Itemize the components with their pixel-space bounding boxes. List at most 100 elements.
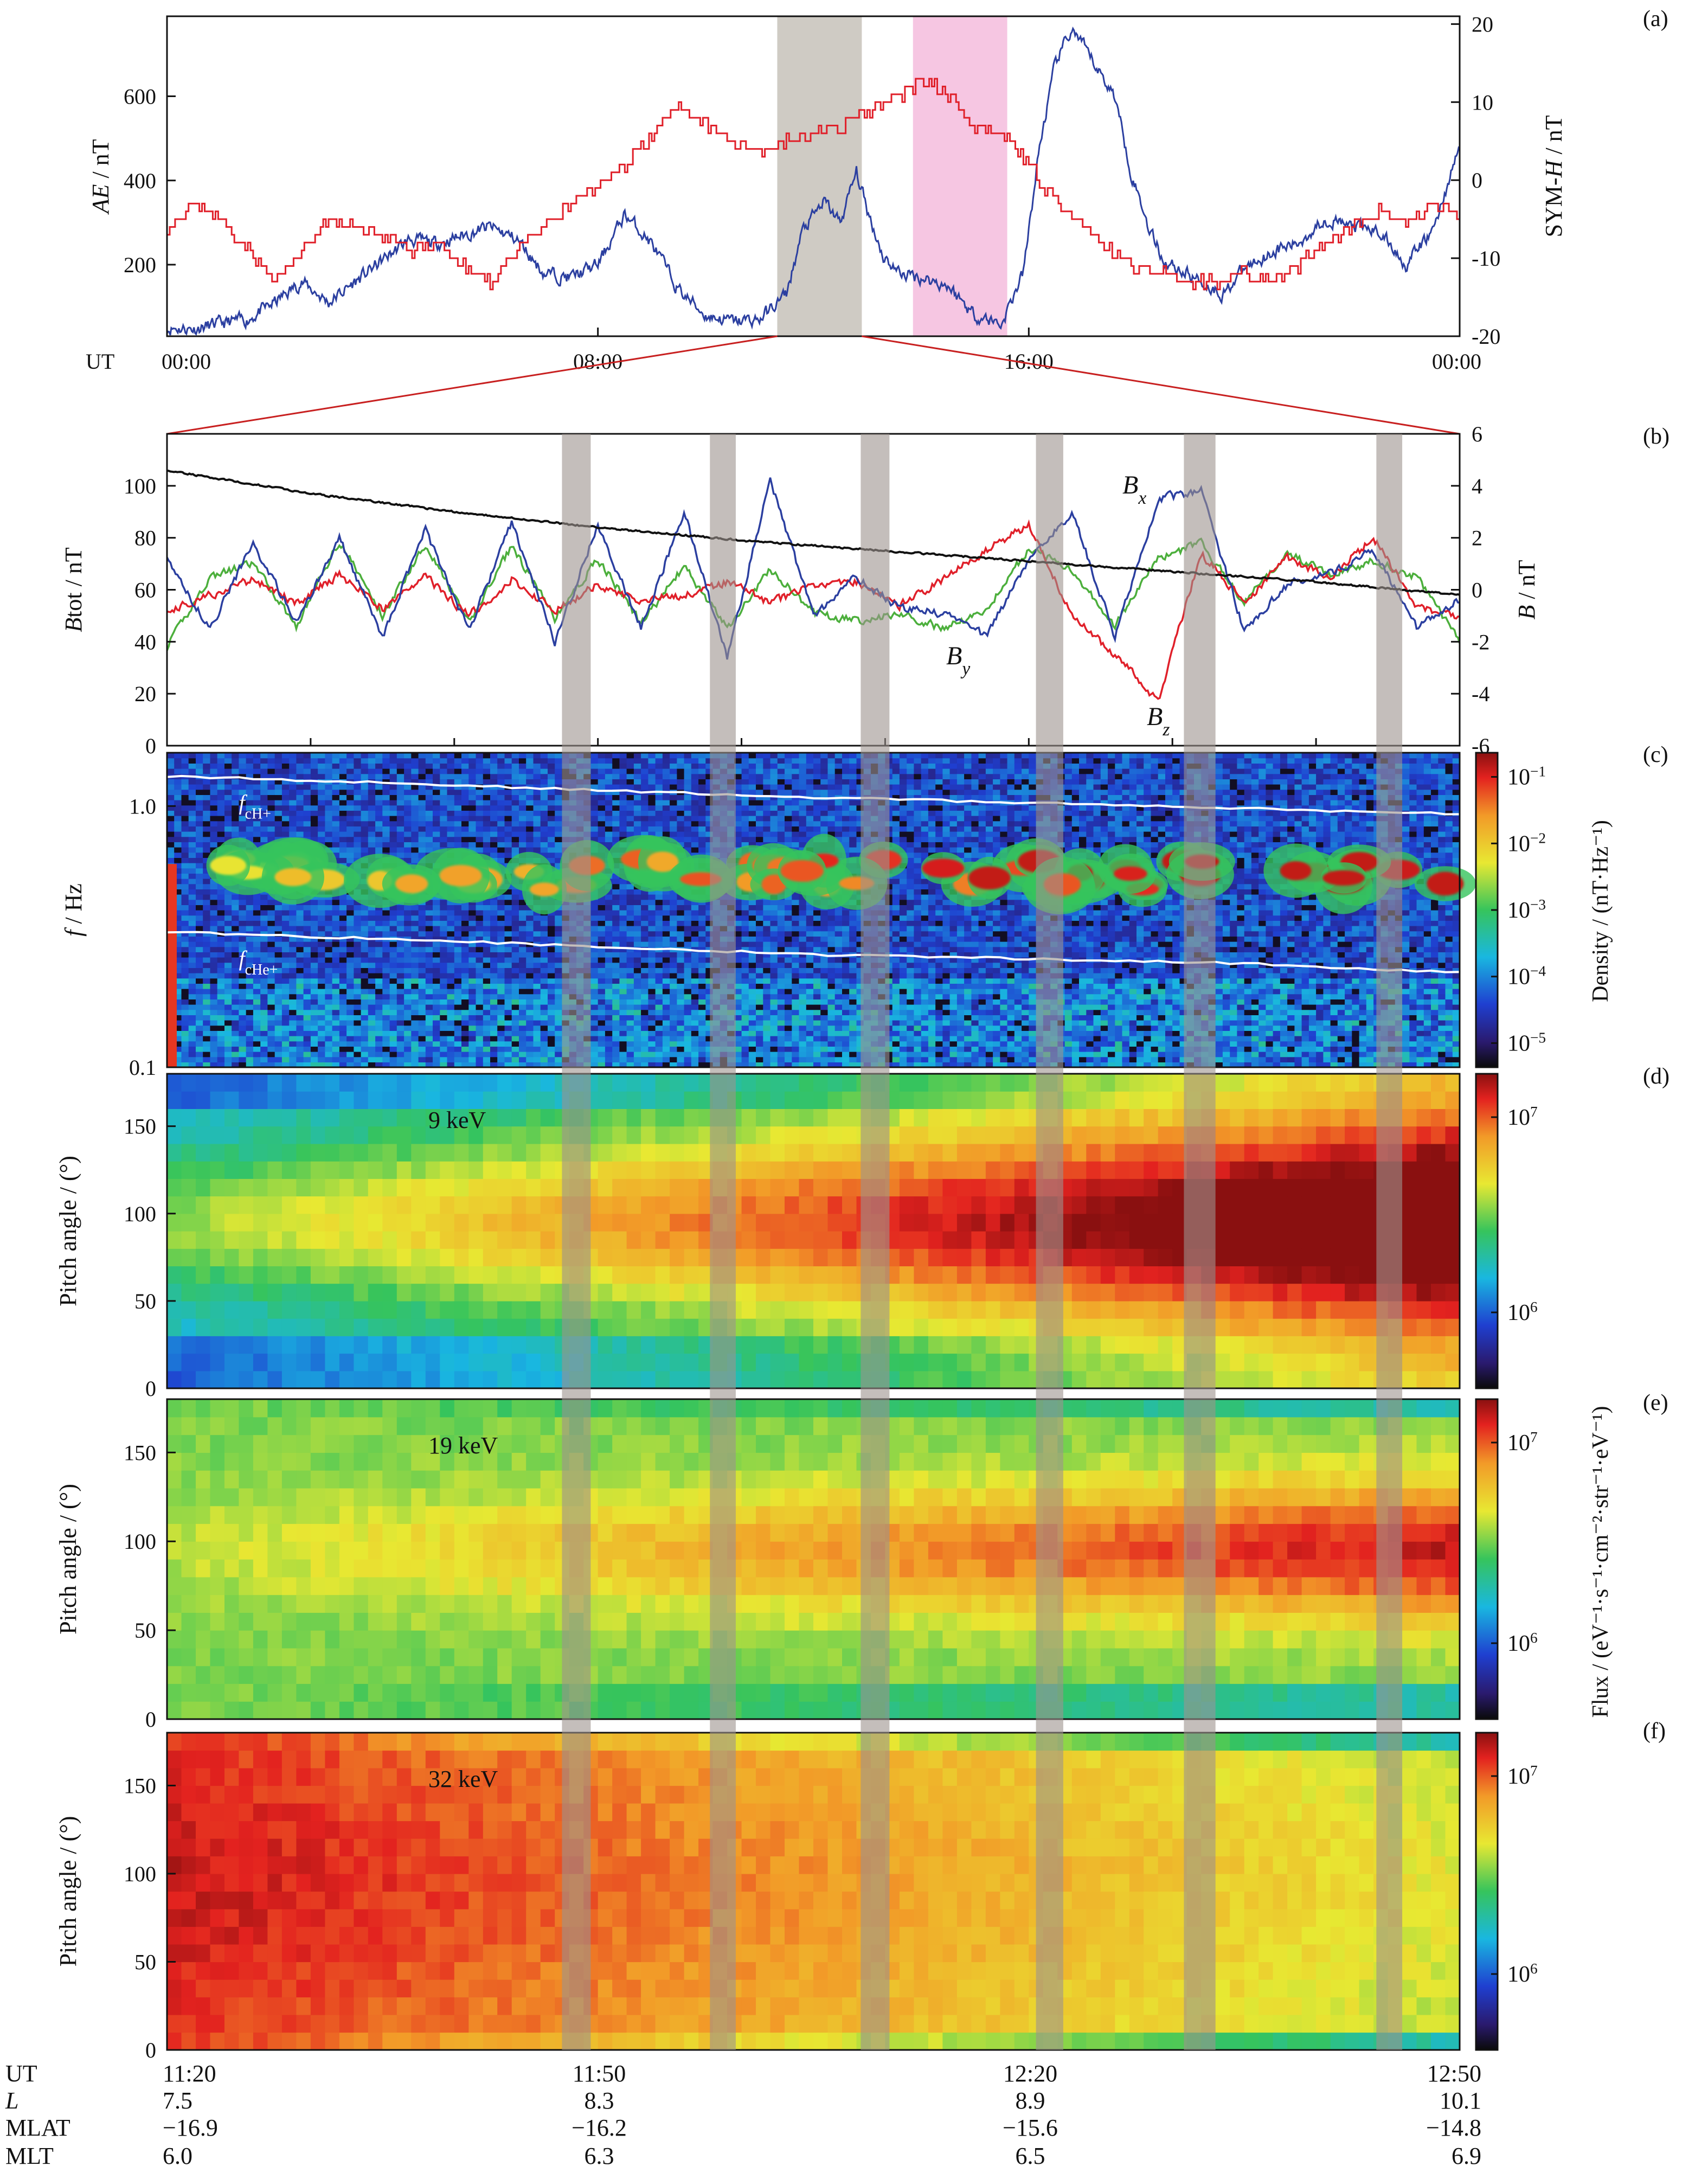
spectrogram-cell — [548, 779, 555, 785]
spectrogram-cell — [461, 842, 469, 848]
spectrogram-cell — [361, 826, 369, 832]
spectrogram-cell — [519, 983, 526, 989]
spectrogram-cell — [648, 967, 656, 973]
spectrogram-cell — [468, 831, 477, 837]
spectrogram-cell — [203, 763, 210, 769]
spectrogram-cell — [361, 1062, 369, 1068]
spectrogram-cell — [389, 1009, 397, 1015]
spectrogram-cell — [662, 794, 670, 800]
series-label-z: Bz — [1147, 702, 1170, 740]
spectrogram-cell — [425, 1030, 433, 1036]
spectrogram-cell — [612, 989, 620, 995]
spectrogram-cell — [619, 931, 627, 937]
spectrogram-cell — [196, 983, 203, 989]
spectrogram-cell — [354, 957, 362, 963]
spectrogram-cell — [511, 1015, 519, 1021]
spectrogram-cell — [196, 805, 203, 811]
spectrogram-cell — [540, 994, 548, 999]
spectrogram-cell — [296, 952, 304, 958]
spectrogram-cell — [605, 1041, 613, 1047]
spectrogram-cell — [548, 926, 555, 932]
spectrogram-cell — [454, 983, 462, 989]
spectrogram-cell — [404, 973, 412, 979]
spectrogram-cell — [346, 967, 354, 973]
spectrogram-cell — [181, 873, 189, 879]
spectrogram-cell — [274, 779, 282, 785]
bz-line — [166, 519, 1460, 700]
spectrogram-cell — [346, 931, 354, 937]
spectrogram-cell — [598, 826, 606, 832]
spectrogram-cell — [705, 905, 714, 911]
spectrogram-cell — [332, 1009, 340, 1015]
spectrogram-cell — [217, 826, 225, 832]
spectrogram-cell — [318, 810, 325, 816]
spectrogram-cell — [174, 1046, 182, 1052]
spectrogram-cell — [490, 1052, 498, 1058]
spectrogram-cell — [540, 936, 548, 942]
spectrogram-cell — [232, 763, 239, 769]
spectrogram-cell — [590, 810, 599, 816]
spectrogram-cell — [188, 847, 196, 853]
spectrogram-cell — [748, 931, 756, 937]
spectrogram-cell — [598, 973, 606, 979]
spectrogram-cell — [670, 816, 677, 822]
spectrogram-cell — [404, 768, 412, 774]
spectrogram-cell — [590, 936, 599, 942]
spectrogram-cell — [648, 1052, 656, 1058]
spectrogram-cell — [555, 763, 562, 769]
spectrogram-cell — [677, 784, 685, 790]
spectrogram-cell — [633, 1015, 641, 1021]
spectrogram-cell — [196, 999, 203, 1005]
spectrogram-cell — [698, 810, 706, 816]
spectrogram-cell — [310, 989, 318, 995]
spectrogram-cell — [511, 1009, 519, 1015]
spectrogram-cell — [260, 915, 268, 921]
spectrogram-cell — [181, 753, 189, 759]
spectrogram-cell — [698, 842, 706, 848]
spectrogram-cell — [303, 983, 311, 989]
spectrogram-cell — [526, 931, 534, 937]
spectrogram-cell — [274, 941, 282, 947]
spectrogram-cell — [203, 1025, 210, 1031]
spectrogram-cell — [267, 915, 275, 921]
spectrogram-cell — [490, 983, 498, 989]
spectrogram-cell — [303, 1046, 311, 1052]
spectrogram-cell — [174, 873, 182, 879]
spectrogram-cell — [425, 957, 433, 963]
spectrogram-cell — [519, 805, 526, 811]
spectrogram-cell — [361, 789, 369, 795]
spectrogram-cell — [274, 1036, 282, 1042]
spectrogram-cell — [734, 967, 742, 973]
spectrogram-cell — [741, 758, 749, 764]
spectrogram-cell — [555, 1041, 562, 1047]
spectrogram-cell — [281, 905, 290, 911]
spectrogram-cell — [648, 763, 656, 769]
spectrogram-cell — [468, 768, 477, 774]
spectrogram-cell — [354, 842, 362, 848]
spectrogram-cell — [598, 946, 606, 952]
spectrogram-cell — [354, 784, 362, 790]
spectrogram-cell — [232, 1004, 239, 1010]
spectrogram-cell — [641, 1036, 648, 1042]
spectrogram-cell — [389, 852, 397, 858]
spectrogram-cell — [440, 836, 448, 842]
spectrogram-cell — [483, 842, 491, 848]
spectrogram-cell — [490, 957, 498, 963]
spectrogram-cell — [346, 1020, 354, 1026]
spectrogram-cell — [325, 920, 333, 926]
spectrogram-cell — [705, 758, 714, 764]
spectrogram-cell — [181, 973, 189, 979]
spectrogram-cell — [670, 768, 677, 774]
spectrogram-cell — [540, 1009, 548, 1015]
spectrogram-cell — [210, 1062, 218, 1068]
spectrogram-cell — [196, 800, 203, 806]
spectrogram-cell — [339, 994, 347, 999]
label-part: / nT — [1513, 560, 1540, 605]
spectrogram-cell — [375, 768, 383, 774]
spectrogram-cell — [253, 1046, 261, 1052]
spectrogram-cell — [203, 946, 210, 952]
spectrogram-cell — [382, 946, 390, 952]
spectrogram-cell — [440, 768, 448, 774]
spectrogram-cell — [526, 816, 534, 822]
spectrogram-cell — [734, 915, 742, 921]
